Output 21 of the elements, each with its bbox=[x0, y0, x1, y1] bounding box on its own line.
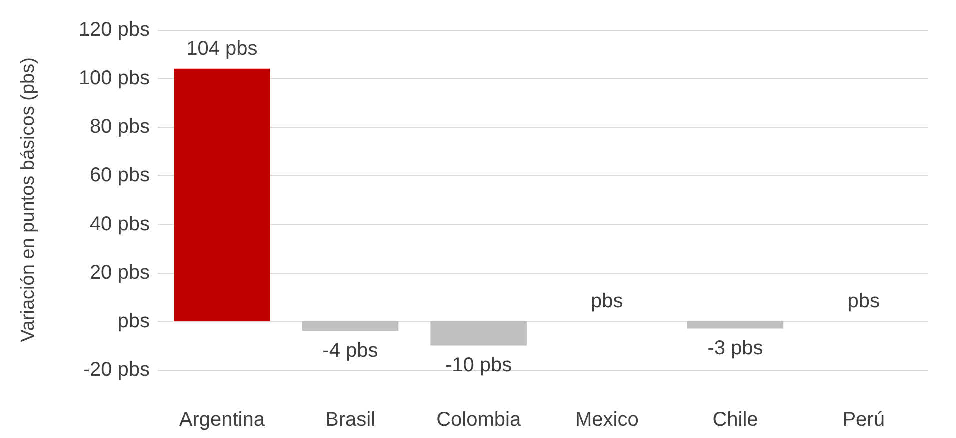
y-tick-label: pbs bbox=[118, 310, 150, 332]
data-label: pbs bbox=[848, 290, 880, 312]
y-tick-label: 80 pbs bbox=[90, 116, 150, 138]
x-tick-label: Perú bbox=[842, 409, 885, 431]
y-tick-label: 20 pbs bbox=[90, 262, 150, 284]
x-tick-label: Chile bbox=[712, 409, 758, 431]
y-tick-label: 100 pbs bbox=[78, 68, 150, 90]
data-label: -4 pbs bbox=[322, 340, 378, 362]
data-label: -10 pbs bbox=[445, 354, 512, 377]
y-tick-label: 40 pbs bbox=[90, 213, 150, 236]
x-tick-label: Brasil bbox=[325, 409, 376, 431]
y-tick-label: -20 pbs bbox=[83, 359, 150, 381]
y-tick-label: 60 pbs bbox=[90, 164, 150, 187]
x-tick-label: Argentina bbox=[179, 409, 266, 431]
y-axis-title: Variación en puntos básicos (pbs) bbox=[18, 58, 39, 342]
x-tick-label: Colombia bbox=[436, 409, 522, 431]
data-label: 104 pbs bbox=[186, 38, 258, 60]
data-label: pbs bbox=[591, 290, 624, 312]
data-label: -3 pbs bbox=[708, 338, 764, 360]
x-tick-label: Mexico bbox=[575, 409, 639, 431]
y-tick-label: 120 pbs bbox=[78, 19, 150, 41]
